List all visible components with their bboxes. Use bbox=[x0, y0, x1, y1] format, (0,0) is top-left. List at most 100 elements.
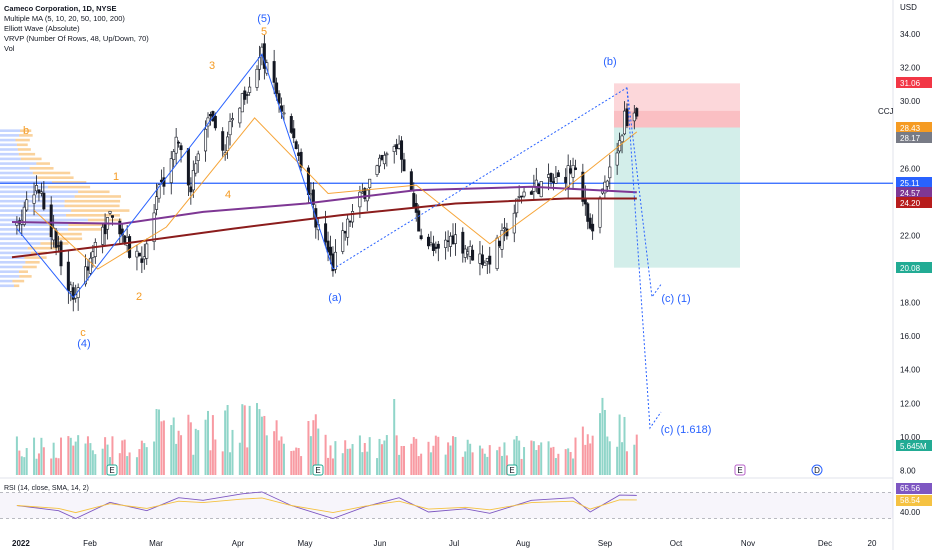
candle-body bbox=[622, 110, 626, 135]
volume-bar bbox=[57, 458, 60, 475]
candle-body bbox=[522, 191, 526, 197]
candle-body bbox=[142, 256, 146, 260]
candle-body bbox=[520, 195, 524, 198]
volume-bar bbox=[60, 437, 62, 475]
volume-profile-row-down bbox=[31, 251, 47, 255]
candle-body bbox=[186, 148, 190, 186]
volume-profile-row-down bbox=[29, 166, 54, 170]
volume-bar bbox=[295, 447, 298, 475]
volume-bar bbox=[312, 420, 315, 475]
volume-profile-row-down bbox=[37, 176, 74, 179]
candle-body bbox=[128, 236, 132, 258]
y-tick-label: 16.00 bbox=[900, 332, 921, 341]
volume-bar bbox=[314, 414, 317, 475]
price-badge bbox=[896, 105, 932, 116]
candle-body bbox=[204, 128, 208, 152]
candle-body bbox=[343, 231, 347, 234]
wave-label: (4) bbox=[77, 338, 90, 350]
volume-profile-row-down bbox=[20, 157, 42, 161]
candle-body bbox=[620, 135, 624, 143]
volume-bar bbox=[437, 436, 440, 475]
candle-body bbox=[495, 237, 499, 269]
candle-body bbox=[360, 191, 364, 194]
candle-body bbox=[500, 230, 504, 250]
candle-body bbox=[91, 251, 95, 258]
volume-profile-row-up bbox=[0, 199, 65, 203]
volume-bar bbox=[86, 436, 89, 475]
candle-body bbox=[463, 248, 467, 258]
volume-profile-row-up bbox=[0, 232, 50, 236]
indicator-elliott[interactable]: Elliott Wave (Absolute) bbox=[4, 24, 80, 33]
volume-bar bbox=[84, 443, 87, 475]
volume-profile-row-down bbox=[19, 134, 33, 137]
volume-bar bbox=[317, 428, 320, 475]
volume-bar bbox=[309, 436, 312, 475]
candle-body bbox=[539, 181, 543, 198]
indicator-ma[interactable]: Multiple MA (5, 10, 20, 50, 100, 200) bbox=[4, 14, 125, 23]
wave-label: (c) (1) bbox=[661, 293, 690, 305]
candle-body bbox=[554, 177, 558, 184]
candle-body bbox=[537, 184, 541, 195]
candle-body bbox=[498, 240, 502, 247]
candle-body bbox=[110, 215, 114, 218]
volume-bar bbox=[444, 454, 447, 475]
x-tick-label: Jul bbox=[449, 539, 459, 548]
y-tick-label: 8.00 bbox=[900, 466, 916, 475]
candle-body bbox=[191, 170, 195, 191]
candle-body bbox=[37, 189, 41, 194]
volume-profile-row-up bbox=[0, 275, 20, 278]
volume-bar bbox=[177, 430, 180, 475]
volume-bar bbox=[535, 450, 538, 475]
candle-body bbox=[189, 186, 193, 193]
volume-bar bbox=[324, 434, 327, 475]
volume-bar bbox=[226, 405, 229, 475]
candle-body bbox=[152, 212, 156, 242]
candle-body bbox=[453, 234, 457, 244]
volume-profile-row-down bbox=[64, 204, 120, 208]
candle-body bbox=[598, 197, 602, 228]
indicator-vrvp[interactable]: VRVP (Number Of Rows, 48, Up/Down, 70) bbox=[4, 34, 149, 43]
indicator-vol[interactable]: Vol bbox=[4, 44, 15, 53]
volume-bar bbox=[241, 404, 244, 475]
y-tick-label: 32.00 bbox=[900, 64, 921, 73]
candle-body bbox=[566, 165, 570, 188]
candle-body bbox=[434, 246, 438, 249]
volume-bar bbox=[520, 458, 523, 475]
volume-profile-row-up bbox=[0, 176, 38, 179]
candle-body bbox=[238, 107, 242, 124]
y-tick-label: 12.00 bbox=[900, 399, 921, 408]
candle-body bbox=[412, 193, 416, 208]
candle-body bbox=[603, 181, 607, 194]
volume-profile bbox=[0, 129, 130, 288]
volume-profile-row-down bbox=[68, 223, 110, 226]
volume-bar bbox=[101, 448, 104, 475]
candle-body bbox=[59, 241, 63, 267]
volume-bar bbox=[278, 440, 281, 475]
candle-body bbox=[529, 191, 533, 195]
candle-body bbox=[451, 235, 455, 245]
earnings-marker bbox=[734, 464, 746, 476]
volume-bar bbox=[40, 437, 43, 475]
x-tick-label: Oct bbox=[670, 539, 683, 548]
candle-body bbox=[632, 112, 636, 122]
volume-bar bbox=[273, 431, 276, 475]
volume-bar bbox=[162, 420, 165, 475]
candle-body bbox=[409, 171, 413, 190]
volume-bar bbox=[214, 439, 217, 475]
candle-body bbox=[272, 61, 276, 83]
candle-body bbox=[429, 242, 433, 245]
volume-bar bbox=[618, 414, 621, 475]
elliott-wave-b-dotted bbox=[332, 87, 628, 270]
volume-bar bbox=[170, 425, 173, 475]
y-tick-label: 30.00 bbox=[900, 97, 921, 106]
earnings-marker-label: E bbox=[737, 466, 742, 475]
candle-body bbox=[515, 198, 519, 214]
candle-body bbox=[174, 136, 178, 154]
volume-bar bbox=[121, 440, 124, 475]
volume-bar bbox=[403, 445, 405, 475]
candle-body bbox=[177, 141, 181, 144]
volume-bar bbox=[621, 442, 624, 475]
volume-bar bbox=[153, 441, 156, 475]
